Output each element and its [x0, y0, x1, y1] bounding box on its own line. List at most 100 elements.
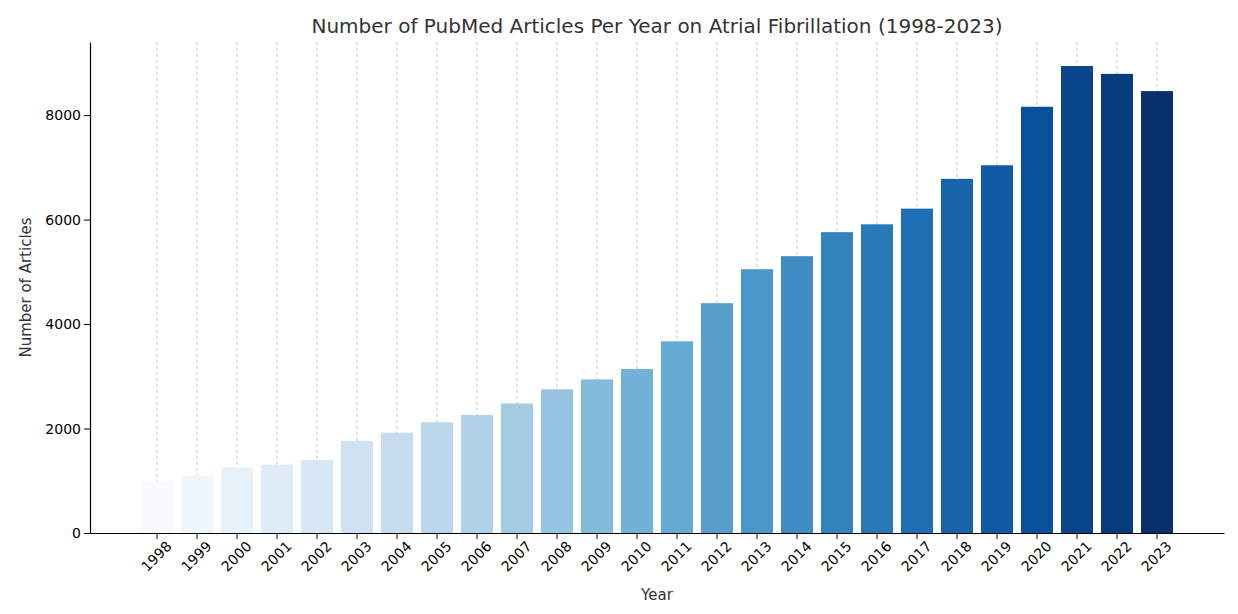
y-tick: 2000 [45, 421, 90, 437]
x-axis: 1998199920002001200220032004200520062007… [91, 533, 1225, 575]
x-tick-label: 2006 [458, 538, 495, 575]
x-tick-mark [1117, 533, 1118, 539]
x-tick-mark [637, 533, 638, 539]
title: Number of PubMed Articles Per Year on At… [311, 14, 1002, 38]
x-tick-label: 2011 [658, 538, 695, 575]
x-tick: 2003 [338, 533, 375, 575]
x-tick-label: 2010 [618, 538, 655, 575]
x-tick-mark [917, 533, 918, 539]
y-tick: 4000 [45, 316, 90, 332]
x-tick-mark [1077, 533, 1078, 539]
x-tick-mark [997, 533, 998, 539]
y-tick-label: 2000 [45, 421, 81, 437]
x-tick-label: 1999 [178, 538, 215, 575]
x-tick: 2011 [658, 533, 695, 575]
grid-line [197, 42, 198, 533]
y-tick-mark [84, 533, 90, 534]
x-tick-label: 2004 [378, 538, 415, 575]
x-tick-label: 2005 [418, 538, 455, 575]
x-tick: 2017 [898, 533, 935, 575]
y-tick-mark [84, 429, 90, 430]
x-tick-mark [197, 533, 198, 539]
bar [701, 303, 733, 533]
bar [421, 422, 453, 533]
y-tick-label: 4000 [45, 316, 81, 332]
x-tick-label: 2000 [218, 538, 255, 575]
y-tick: 0 [72, 525, 90, 541]
grid-line [157, 42, 158, 533]
y-axis-title: Number of Articles [17, 217, 35, 357]
bar [901, 209, 933, 533]
x-tick-label: 2007 [498, 538, 535, 575]
x-tick-mark [477, 533, 478, 539]
x-tick-mark [517, 533, 518, 539]
x-tick-mark [597, 533, 598, 539]
x-tick-mark [877, 533, 878, 539]
x-tick: 2014 [778, 533, 815, 575]
x-tick-label: 2014 [778, 538, 815, 575]
bar [341, 441, 373, 533]
bar [941, 179, 973, 533]
bar [621, 369, 653, 533]
grid-line [277, 42, 278, 533]
bar [301, 460, 333, 533]
x-tick: 1998 [138, 533, 175, 575]
x-tick-label: 2008 [538, 538, 575, 575]
x-tick-mark [437, 533, 438, 539]
plot-area: 1998199920002001200220032004200520062007… [45, 42, 1224, 575]
x-tick-mark [797, 533, 798, 539]
x-tick-label: 2013 [738, 538, 775, 575]
bar [1061, 66, 1093, 533]
x-tick-mark [717, 533, 718, 539]
bar [581, 379, 613, 533]
grid [157, 42, 1157, 533]
x-tick-label: 2001 [258, 538, 295, 575]
y-tick: 8000 [45, 107, 90, 123]
x-tick-label: 2023 [1138, 538, 1175, 575]
x-tick: 2018 [938, 533, 975, 575]
x-axis-line [91, 533, 1225, 534]
x-tick-mark [357, 533, 358, 539]
x-tick-mark [1157, 533, 1158, 539]
x-tick-label: 2021 [1058, 538, 1095, 575]
grid-line [237, 42, 238, 533]
x-tick: 2002 [298, 533, 335, 575]
bar [461, 415, 493, 533]
x-tick-label: 2016 [858, 538, 895, 575]
x-tick-mark [677, 533, 678, 539]
x-tick-mark [277, 533, 278, 539]
bar [981, 165, 1013, 533]
x-tick: 2022 [1098, 533, 1135, 575]
x-tick-label: 1998 [138, 538, 175, 575]
x-tick: 2000 [218, 533, 255, 575]
x-tick: 2020 [1018, 533, 1055, 575]
x-tick: 2004 [378, 533, 415, 575]
x-tick-mark [237, 533, 238, 539]
x-tick-label: 2022 [1098, 538, 1135, 575]
x-tick: 2007 [498, 533, 535, 575]
bar [821, 232, 853, 533]
x-tick: 2008 [538, 533, 575, 575]
x-tick-label: 2015 [818, 538, 855, 575]
x-tick-mark [1037, 533, 1038, 539]
x-axis-title: Year [640, 586, 674, 604]
y-tick-mark [84, 324, 90, 325]
bar [1021, 107, 1053, 533]
bar [661, 341, 693, 533]
x-tick: 2015 [818, 533, 855, 575]
y-tick-mark [84, 220, 90, 221]
grid-line [317, 42, 318, 533]
x-tick-label: 2012 [698, 538, 735, 575]
x-tick: 2021 [1058, 533, 1095, 575]
bar [741, 269, 773, 533]
x-tick-mark [957, 533, 958, 539]
x-tick-label: 2017 [898, 538, 935, 575]
x-tick: 2023 [1138, 533, 1175, 575]
x-tick: 2009 [578, 533, 615, 575]
x-tick-label: 2002 [298, 538, 335, 575]
x-tick-mark [397, 533, 398, 539]
bar [181, 476, 213, 533]
chart: 1998199920002001200220032004200520062007… [0, 0, 1238, 614]
y-axis-line [90, 43, 91, 534]
x-tick: 2016 [858, 533, 895, 575]
